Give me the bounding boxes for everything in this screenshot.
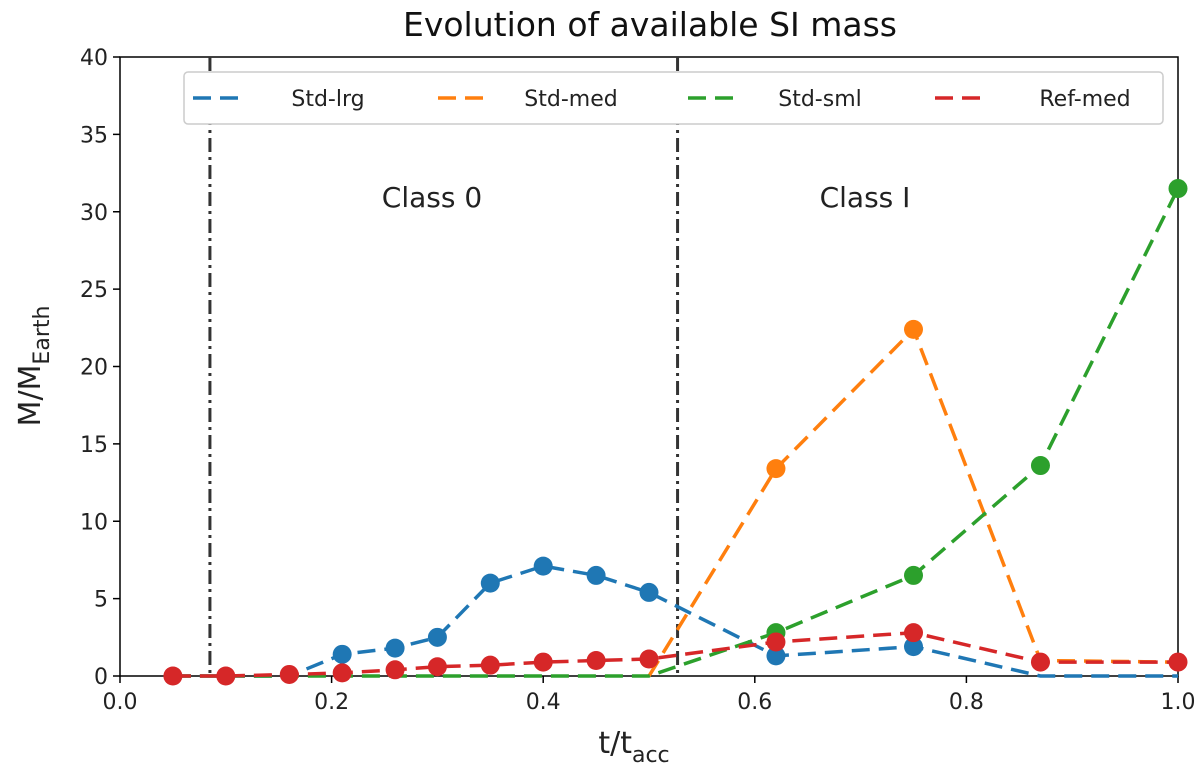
data-point-std-lrg: [480, 573, 500, 593]
legend: Std-lrg Std-med Std-sml Ref-med: [183, 71, 1164, 125]
data-point-std-sml: [904, 565, 923, 585]
data-point-ref-med: [163, 666, 183, 686]
data-point-ref-med: [1030, 652, 1050, 672]
x-axis: 0.0 0.2 0.4 0.6 0.8 1.0: [103, 676, 1196, 715]
data-point-ref-med: [480, 655, 500, 675]
x-tick-label: 1.0: [1161, 690, 1196, 715]
y-axis-title: M/MEarth: [13, 306, 55, 427]
data-point-std-sml: [1168, 179, 1188, 199]
data-point-std-lrg: [427, 627, 447, 647]
y-tick-label: 40: [80, 46, 108, 71]
legend-item-std-med: Std-med: [438, 87, 618, 112]
y-axis: 0 5 10 15 20 25 30 35 40: [80, 46, 120, 690]
annotation-class-i: Class I: [820, 181, 911, 214]
data-point-std-med: [766, 459, 786, 479]
data-point-std-lrg: [533, 556, 553, 576]
class-boundaries: [208, 57, 680, 676]
x-tick-label: 0.4: [526, 690, 561, 715]
x-tick-label: 0.0: [103, 690, 138, 715]
data-point-std-lrg: [904, 637, 923, 657]
data-point-ref-med: [766, 632, 786, 652]
data-point-std-lrg: [586, 565, 606, 585]
plot-frame: [119, 56, 1179, 677]
y-tick-label: 5: [94, 588, 108, 613]
data-point-ref-med: [586, 651, 606, 671]
data-point-std-med: [904, 319, 923, 339]
series-ref-med: [163, 623, 1188, 686]
legend-label: Std-lrg: [291, 87, 364, 112]
legend-item-std-lrg: Std-lrg: [193, 87, 365, 112]
data-point-ref-med: [332, 663, 352, 683]
data-point-ref-med: [216, 666, 236, 686]
annotation-class-0: Class 0: [382, 181, 482, 214]
y-tick-label: 10: [80, 510, 108, 535]
x-tick-label: 0.8: [949, 690, 984, 715]
y-tick-label: 15: [80, 433, 108, 458]
chart-title: Evolution of available SI mass: [403, 5, 897, 44]
data-point-ref-med: [1168, 652, 1188, 672]
legend-label: Std-med: [524, 87, 617, 112]
x-tick-label: 0.2: [314, 690, 349, 715]
y-tick-label: 35: [80, 123, 108, 148]
legend-item-std-sml: Std-sml: [688, 87, 862, 112]
data-point-std-lrg: [766, 646, 786, 666]
data-point-ref-med: [279, 664, 299, 684]
data-point-ref-med: [385, 660, 405, 680]
data-point-std-sml: [1030, 456, 1050, 476]
data-point-std-lrg: [332, 644, 352, 664]
y-tick-label: 20: [80, 356, 108, 381]
data-point-std-lrg: [639, 582, 659, 602]
data-point-ref-med: [533, 652, 553, 672]
data-point-ref-med: [427, 657, 447, 677]
legend-label: Ref-med: [1039, 87, 1130, 112]
data-point-ref-med: [639, 649, 659, 669]
legend-item-ref-med: Ref-med: [935, 87, 1131, 112]
series-layer: [163, 179, 1188, 686]
y-tick-label: 25: [80, 278, 108, 303]
data-point-std-lrg: [385, 638, 405, 658]
legend-label: Std-sml: [778, 87, 862, 112]
data-point-ref-med: [904, 623, 923, 643]
x-tick-label: 0.6: [737, 690, 772, 715]
y-tick-label: 0: [94, 665, 108, 690]
y-tick-label: 30: [80, 201, 108, 226]
legend-box: [183, 71, 1164, 125]
x-axis-title: t/tacc: [598, 726, 669, 768]
